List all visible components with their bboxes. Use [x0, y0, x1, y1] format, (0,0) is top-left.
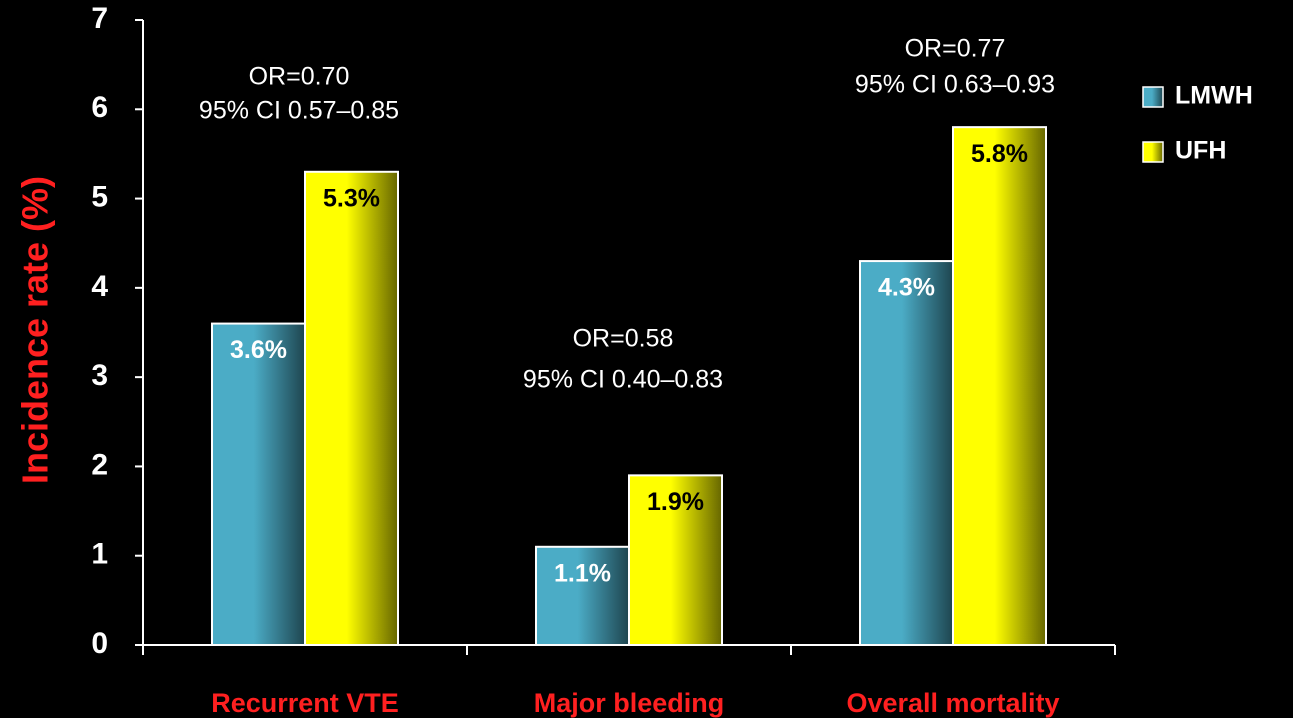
bar: [304, 170, 399, 647]
value-label: 3.6%: [230, 336, 287, 364]
annotation: OR=0.58: [573, 325, 674, 353]
legend-swatch: [1142, 86, 1164, 108]
bar: [628, 474, 723, 646]
value-label: 5.8%: [971, 140, 1028, 168]
bar: [859, 260, 954, 646]
x-tick-label: Major bleeding: [534, 688, 725, 718]
y-tick-label: 1: [91, 538, 108, 571]
legend-swatch: [1142, 141, 1164, 163]
y-tick-label: 5: [91, 180, 108, 213]
annotation: OR=0.70: [249, 63, 350, 91]
annotation: OR=0.77: [905, 35, 1006, 63]
y-tick-label: 7: [91, 2, 108, 35]
y-tick-label: 4: [91, 270, 108, 303]
annotation: 95% CI 0.57–0.85: [199, 97, 399, 125]
annotation: 95% CI 0.63–0.93: [855, 71, 1055, 99]
annotation: 95% CI 0.40–0.83: [523, 366, 723, 394]
bar: [211, 322, 306, 646]
legend-label: UFH: [1175, 137, 1226, 165]
x-tick-label: Overall mortality: [846, 688, 1059, 718]
value-label: 5.3%: [323, 184, 380, 212]
x-tick-label: Recurrent VTE: [211, 688, 399, 718]
y-tick-label: 2: [91, 448, 108, 481]
y-axis-title: Incidence rate (%): [15, 176, 56, 484]
y-tick-label: 3: [91, 359, 108, 392]
legend-label: LMWH: [1175, 82, 1253, 110]
value-label: 4.3%: [878, 274, 935, 302]
value-label: 1.1%: [554, 559, 611, 587]
y-tick-label: 0: [91, 627, 108, 660]
y-tick-label: 6: [91, 91, 108, 124]
bar: [952, 126, 1047, 646]
value-label: 1.9%: [647, 488, 704, 516]
